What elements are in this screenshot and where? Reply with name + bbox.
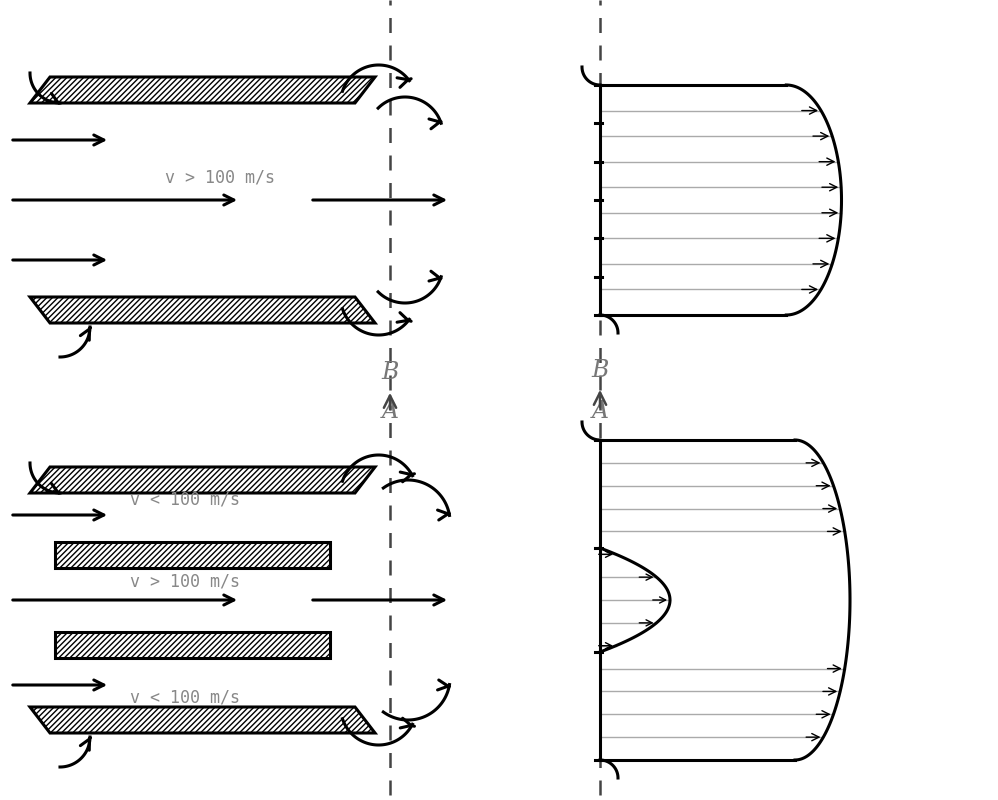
Polygon shape bbox=[30, 467, 375, 493]
Text: v < 100 m/s: v < 100 m/s bbox=[130, 689, 240, 707]
Polygon shape bbox=[55, 542, 330, 568]
Polygon shape bbox=[30, 297, 375, 323]
Text: A: A bbox=[381, 400, 398, 423]
Text: v > 100 m/s: v > 100 m/s bbox=[130, 573, 240, 591]
Polygon shape bbox=[30, 77, 375, 103]
Polygon shape bbox=[30, 707, 375, 733]
Text: B: B bbox=[381, 361, 398, 384]
Text: v < 100 m/s: v < 100 m/s bbox=[130, 491, 240, 509]
Text: A: A bbox=[592, 400, 609, 423]
Text: B: B bbox=[591, 359, 609, 382]
Polygon shape bbox=[55, 632, 330, 658]
Text: v > 100 m/s: v > 100 m/s bbox=[165, 169, 275, 187]
